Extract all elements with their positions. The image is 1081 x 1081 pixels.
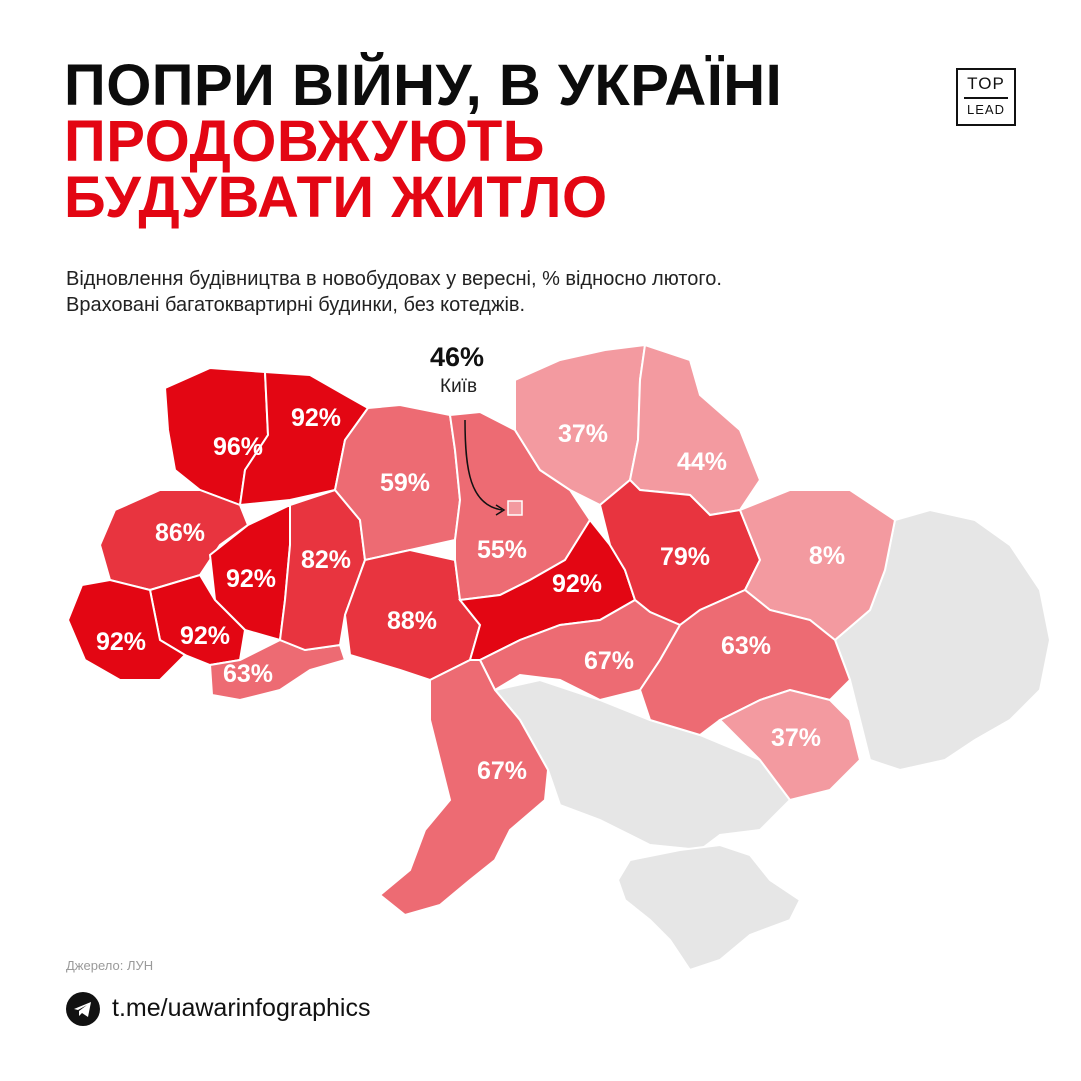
telegram-icon[interactable] bbox=[66, 992, 100, 1026]
kyiv-arrowhead bbox=[495, 504, 506, 516]
page-title: ПОПРИ ВІЙНУ, В УКРАЇНІ ПРОДОВЖУЮТЬ БУДУВ… bbox=[64, 53, 783, 230]
region-zaporizhzhia[interactable] bbox=[718, 688, 862, 802]
region-chernivtsi[interactable] bbox=[208, 638, 347, 702]
regions bbox=[66, 343, 897, 917]
label-volyn: 96% bbox=[213, 433, 263, 461]
label-sumy: 44% bbox=[677, 448, 727, 476]
label-cherkasy: 92% bbox=[552, 570, 602, 598]
logo-bottom-text: LEAD bbox=[967, 101, 1005, 117]
logo-divider bbox=[964, 97, 1008, 99]
kyiv-name: Київ bbox=[440, 376, 478, 397]
label-rivne: 92% bbox=[291, 404, 341, 432]
telegram-link[interactable]: t.me/uawarinfographics bbox=[112, 994, 371, 1022]
label-vinnytsia: 88% bbox=[387, 607, 437, 635]
region-sumy[interactable] bbox=[628, 343, 762, 517]
region-zhytomyr[interactable] bbox=[333, 403, 462, 562]
region-odesa[interactable] bbox=[378, 659, 550, 917]
label-chernihiv: 37% bbox=[558, 420, 608, 448]
label-kirovohrad: 67% bbox=[584, 647, 634, 675]
kyiv-marker bbox=[507, 500, 523, 516]
label-ivano-frankivsk: 92% bbox=[180, 622, 230, 650]
kyiv-value: 46% bbox=[430, 342, 485, 372]
subtitle: Відновлення будівництва в новобудовах у … bbox=[66, 266, 722, 318]
crimea bbox=[616, 843, 802, 972]
label-lviv: 86% bbox=[155, 519, 205, 547]
title-line-3: БУДУВАТИ ЖИТЛО bbox=[64, 165, 608, 230]
kyiv-arrow bbox=[464, 419, 503, 511]
label-odesa: 67% bbox=[477, 757, 527, 785]
label-kyiv-oblast: 55% bbox=[477, 536, 527, 564]
toplead-logo: TOP LEAD bbox=[956, 68, 1016, 126]
label-ternopil: 92% bbox=[226, 565, 276, 593]
label-khmelnytskyi: 82% bbox=[301, 546, 351, 574]
label-zhytomyr: 59% bbox=[380, 469, 430, 497]
occupied-south bbox=[493, 678, 792, 852]
label-kharkiv: 8% bbox=[809, 542, 845, 570]
logo-top-text: TOP bbox=[967, 74, 1005, 93]
region-labels: 96% 92% 86% 92% 92% 92% 63% 82% 59% 88% … bbox=[96, 404, 845, 785]
label-zaporizhzhia: 37% bbox=[771, 724, 821, 752]
source-note: Джерело: ЛУН bbox=[66, 958, 154, 973]
subtitle-line-2: Враховані багатоквартирні будинки, без к… bbox=[66, 294, 526, 316]
label-chernivtsi: 63% bbox=[223, 660, 273, 688]
label-poltava: 79% bbox=[660, 543, 710, 571]
ukraine-map: 96% 92% 86% 92% 92% 92% 63% 82% 59% 88% … bbox=[66, 343, 1052, 972]
occupied-territories bbox=[493, 508, 1052, 972]
label-zakarpattia: 92% bbox=[96, 628, 146, 656]
label-dnipropetrovsk: 63% bbox=[721, 632, 771, 660]
title-line-2: ПРОДОВЖУЮТЬ bbox=[64, 109, 545, 174]
subtitle-line-1: Відновлення будівництва в новобудовах у … bbox=[66, 268, 722, 290]
title-line-1: ПОПРИ ВІЙНУ, В УКРАЇНІ bbox=[64, 53, 783, 118]
region-lviv[interactable] bbox=[98, 489, 250, 592]
region-zakarpattia[interactable] bbox=[66, 578, 187, 681]
